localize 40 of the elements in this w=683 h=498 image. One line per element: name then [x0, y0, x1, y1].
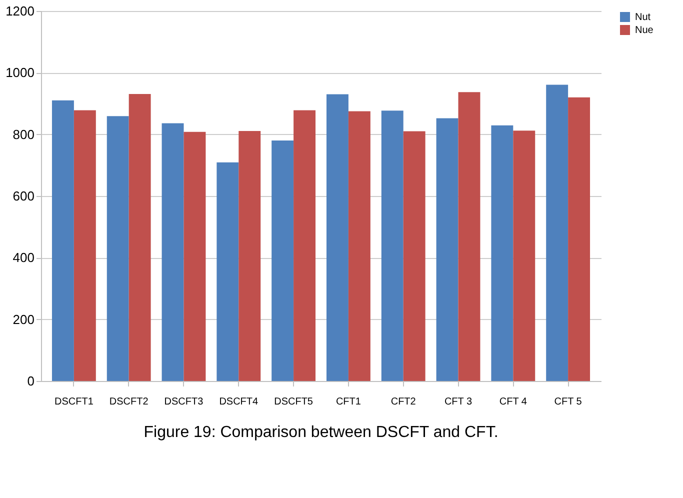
bar [272, 140, 294, 381]
x-tick-label: CFT1 [336, 396, 362, 408]
x-tick-label: CFT2 [390, 396, 416, 408]
bar [184, 132, 206, 381]
legend-label: Nut [635, 12, 651, 23]
bar [216, 162, 239, 381]
y-tick-label: 600 [12, 188, 34, 204]
bar [74, 110, 96, 381]
bar [326, 94, 348, 381]
x-tick-label: DSCFT5 [274, 396, 314, 408]
bar [128, 94, 151, 381]
bar [436, 118, 458, 381]
bar [52, 100, 74, 381]
bar [568, 97, 590, 381]
bar [513, 130, 536, 381]
x-tick-label: DSCFT3 [164, 396, 204, 408]
bar [381, 110, 404, 381]
bar [403, 131, 426, 381]
x-tick-label: DSCFT1 [54, 396, 94, 408]
y-tick-label: 1200 [6, 4, 34, 18]
y-tick-label: 0 [27, 374, 34, 388]
text: Figure 19: Comparison between DSCFT and CFT. [144, 424, 498, 441]
x-tick-label: DSCFT4 [219, 396, 259, 408]
bar [238, 130, 261, 381]
bar [458, 92, 480, 381]
y-tick-label: 400 [12, 250, 34, 266]
bar [106, 116, 129, 381]
y-tick-label: 200 [12, 312, 34, 327]
bar [546, 84, 568, 381]
bar [162, 123, 184, 381]
y-tick-label: 800 [12, 126, 34, 142]
bar [294, 110, 316, 381]
x-tick-label: CFT 3 [444, 396, 472, 408]
x-tick-label: CFT 4 [499, 396, 528, 408]
legend-label: Nue [635, 25, 654, 36]
y-tick-label: 1000 [6, 65, 34, 80]
bar [491, 125, 514, 381]
x-tick-label: CFT 5 [554, 396, 582, 408]
bar [348, 111, 370, 381]
x-tick-label: DSCFT2 [109, 396, 149, 408]
